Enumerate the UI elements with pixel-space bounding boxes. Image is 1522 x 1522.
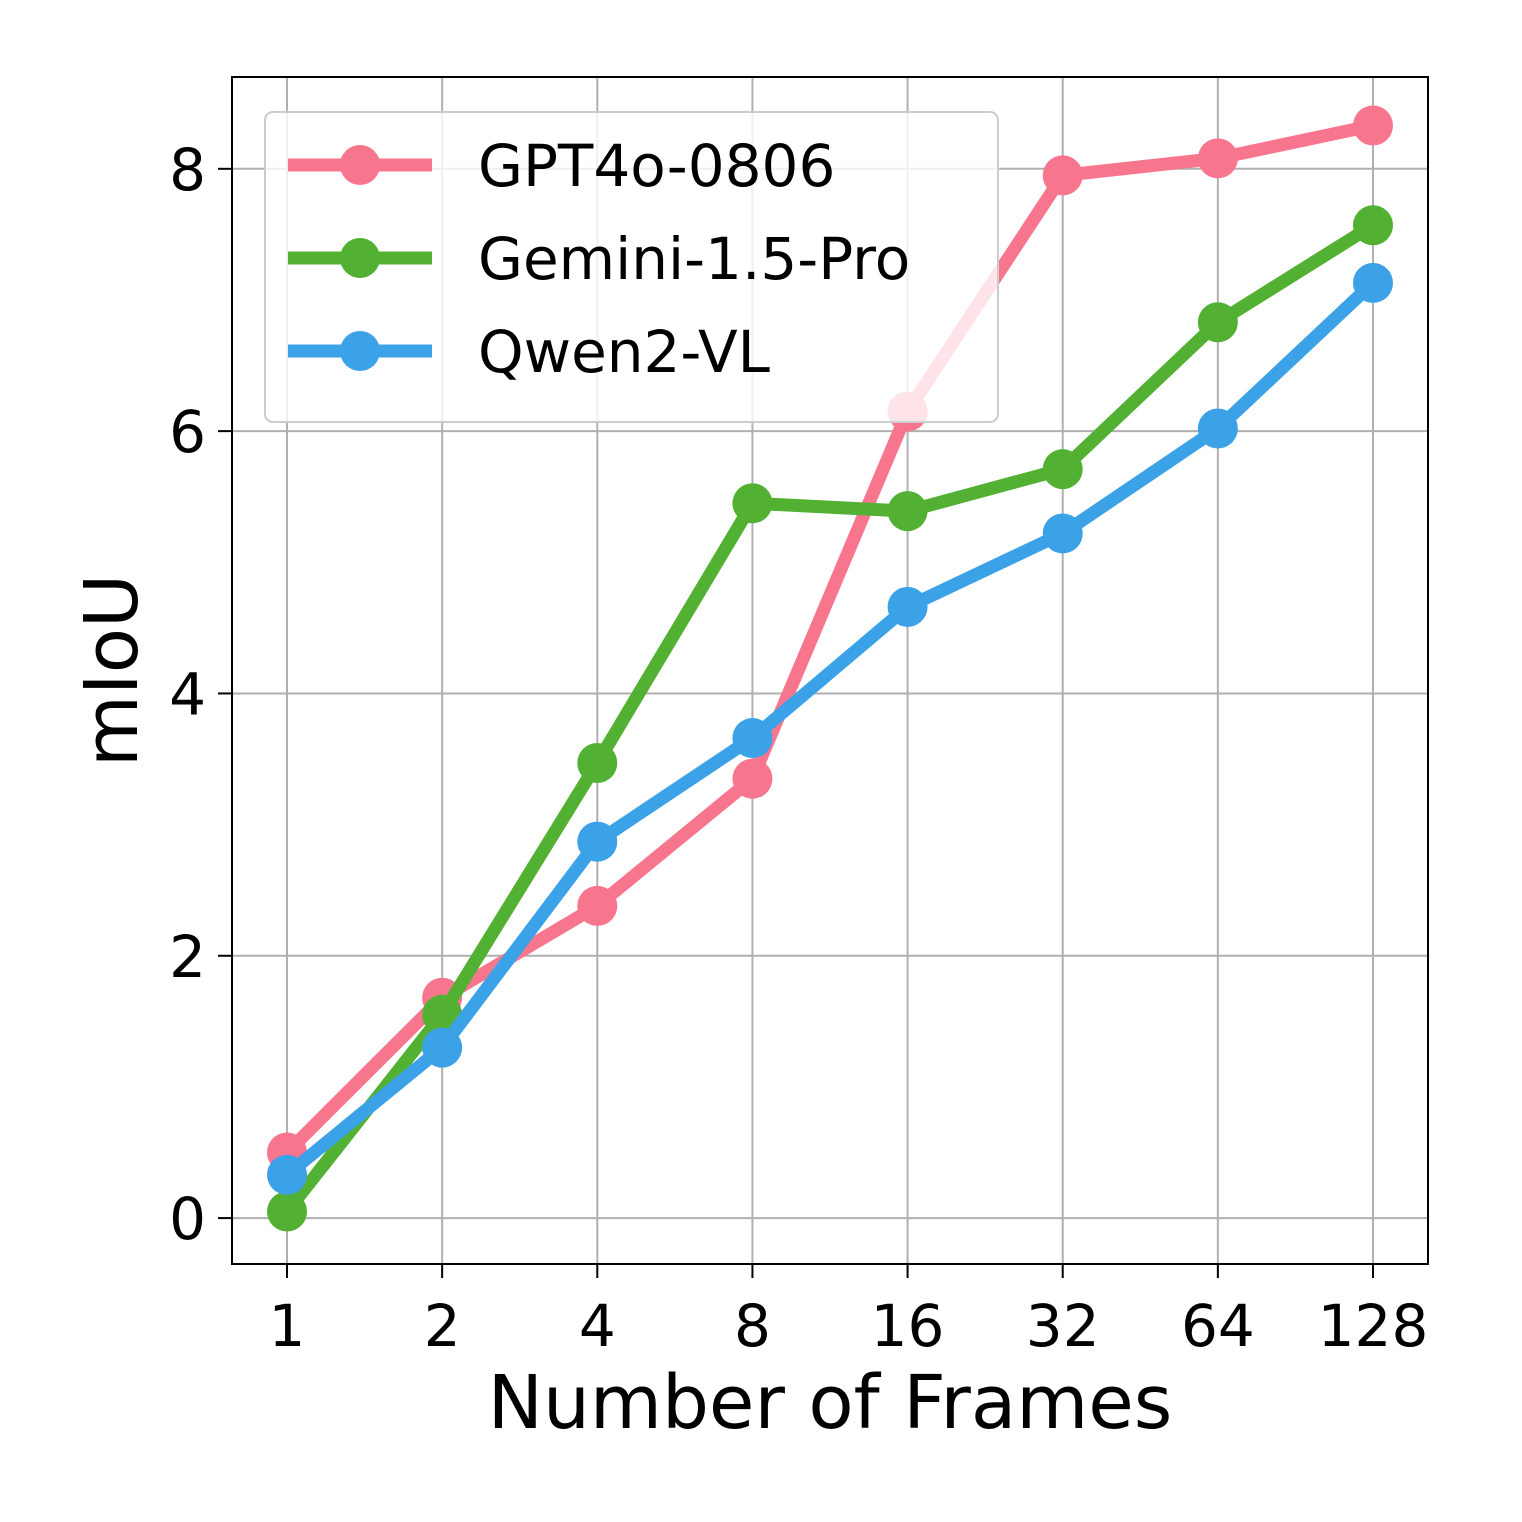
x-tick-label: 32 — [1026, 1292, 1100, 1360]
legend-label: GPT4o-0806 — [478, 132, 835, 200]
legend-swatch-marker — [340, 331, 380, 371]
x-axis-label: Number of Frames — [488, 1360, 1173, 1446]
data-point — [1042, 155, 1083, 196]
legend-item: Qwen2-VL — [288, 318, 770, 386]
y-tick-label: 8 — [169, 136, 206, 204]
data-point — [1353, 105, 1393, 146]
data-point — [1042, 513, 1083, 554]
data-point — [1197, 302, 1238, 343]
legend-item: Gemini-1.5-Pro — [288, 225, 910, 293]
plot-frame — [231, 76, 1429, 1265]
data-point — [577, 821, 618, 862]
data-point — [1197, 408, 1238, 449]
y-tick-label: 6 — [169, 398, 206, 466]
data-point — [732, 483, 773, 524]
y-axis-label: mIoU — [69, 574, 155, 767]
legend-box — [264, 111, 999, 423]
data-point — [1042, 449, 1083, 490]
series-2 — [267, 205, 1393, 1232]
data-point — [732, 718, 773, 759]
x-tick-label: 64 — [1181, 1292, 1255, 1360]
data-point — [267, 1154, 307, 1195]
legend: GPT4o-0806 Gemini-1.5-Pro Qwen2-VL — [264, 111, 999, 423]
legend-label: Gemini-1.5-Pro — [478, 225, 910, 293]
data-point — [1353, 262, 1393, 303]
y-tick-label: 4 — [169, 660, 206, 728]
data-point — [1197, 138, 1238, 179]
series-line — [280, 218, 1380, 1219]
series-layer — [267, 105, 1393, 1232]
legend-swatch-marker — [340, 238, 380, 278]
x-tick-label: 2 — [424, 1292, 461, 1360]
data-point — [887, 586, 928, 627]
y-tick-label: 2 — [169, 923, 206, 991]
series-3 — [267, 262, 1393, 1195]
legend-item: GPT4o-0806 — [288, 132, 835, 200]
data-point — [267, 1191, 307, 1232]
x-tick-label: 1 — [269, 1292, 306, 1360]
data-point — [577, 742, 618, 783]
data-point — [732, 758, 773, 799]
x-tick-label: 16 — [871, 1292, 945, 1360]
data-point — [887, 491, 928, 532]
legend-label: Qwen2-VL — [478, 318, 770, 386]
x-tick-label: 128 — [1318, 1292, 1429, 1360]
data-point — [577, 885, 618, 926]
x-tick-label: 8 — [734, 1292, 771, 1360]
data-point — [422, 1027, 463, 1068]
x-tick-label: 4 — [579, 1292, 616, 1360]
axis-ticks: 1 2 4 8 16 32 64 128 0 2 4 6 8 — [169, 136, 1428, 1360]
data-point — [1353, 205, 1393, 246]
legend-swatch-marker — [340, 145, 380, 185]
y-tick-label: 0 — [169, 1185, 206, 1253]
series-line — [280, 276, 1380, 1182]
